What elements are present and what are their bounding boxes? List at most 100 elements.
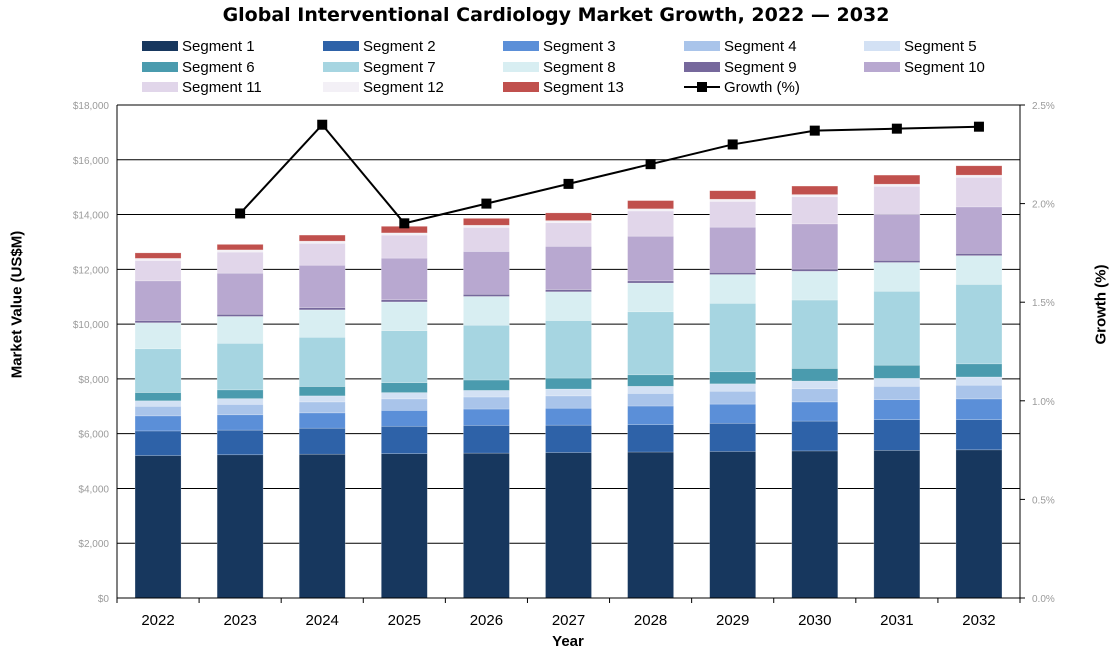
bar-segment-13-2029: [709, 190, 756, 200]
bar-segment-12-2028: [627, 208, 674, 212]
bar-segment-5-2032: [955, 376, 1003, 386]
bar-segment-2-2023: [216, 429, 264, 456]
bar-segment-11-2032: [955, 177, 1003, 208]
legend-label: Segment 11: [182, 79, 262, 96]
bar-segment-4-2026: [463, 396, 510, 410]
y2-tick-label: 0.0%: [1032, 594, 1055, 605]
bar-segment-5-2027: [545, 388, 592, 397]
chart-title: Global Interventional Cardiology Market …: [222, 4, 890, 26]
growth-marker: [891, 123, 902, 134]
bar-segment-1-2024: [298, 453, 346, 599]
y-tick-label: $14,000: [73, 211, 110, 222]
y-axis-title: Market Value (US$M): [8, 230, 26, 379]
x-tick-label: 2031: [880, 612, 913, 629]
bar-segment-4-2028: [627, 393, 674, 407]
bar-segment-8-2022: [134, 322, 182, 350]
bar-segment-3-2030: [791, 401, 839, 422]
y-tick-label: $4,000: [78, 484, 109, 495]
growth-marker: [809, 125, 820, 136]
bar-segment-4-2029: [709, 390, 756, 405]
bar-segment-6-2022: [134, 392, 182, 402]
bar-segment-8-2032: [955, 255, 1003, 285]
bar-segment-13-2022: [134, 252, 182, 259]
bar-segment-5-2023: [216, 398, 264, 405]
bar-segment-5-2029: [709, 383, 756, 392]
legend-swatch: [142, 41, 178, 52]
bar-segment-4-2030: [791, 388, 839, 403]
bar-segment-12-2027: [545, 220, 592, 224]
legend-swatch: [503, 61, 539, 72]
bar-segment-11-2028: [627, 210, 674, 237]
legend-item: Segment 5: [864, 37, 977, 57]
bar-segment-1-2030: [791, 450, 839, 599]
legend-swatch: [503, 41, 539, 52]
bar-segment-13-2026: [463, 218, 510, 226]
legend-item: Growth (%): [684, 78, 800, 98]
bar-segment-13-2024: [298, 234, 346, 242]
bar-segment-4-2025: [381, 398, 428, 411]
bar-segment-7-2029: [709, 302, 756, 373]
bar-segment-3-2024: [298, 412, 346, 429]
bar-segment-8-2030: [791, 270, 839, 301]
legend-item: Segment 12: [323, 78, 444, 98]
bar-segment-11-2023: [216, 251, 264, 274]
legend-label: Segment 6: [182, 58, 255, 76]
bar-segment-12-2024: [298, 240, 346, 244]
legend-swatch: [503, 82, 539, 93]
bar-segment-7-2030: [791, 299, 839, 369]
bar-segment-6-2032: [955, 363, 1003, 378]
bar-segment-6-2024: [298, 386, 346, 397]
bar-segment-5-2031: [873, 378, 921, 387]
bar-segment-2-2022: [134, 430, 182, 456]
legend-item: Segment 10: [864, 58, 985, 78]
bar-segment-6-2028: [627, 374, 674, 387]
x-tick-label: 2025: [388, 612, 421, 629]
y2-tick-label: 2.0%: [1032, 200, 1055, 211]
x-axis-title: Year: [552, 633, 584, 650]
y-tick-label: $6,000: [78, 430, 109, 441]
growth-marker: [727, 139, 738, 150]
bar-segment-13-2027: [545, 212, 592, 221]
y-tick-label: $16,000: [73, 156, 110, 167]
legend-label: Segment 10: [904, 58, 985, 76]
bar-segment-1-2026: [463, 452, 510, 599]
bar-segment-10-2022: [134, 280, 182, 321]
bar-segment-3-2023: [216, 414, 264, 431]
bar-segment-7-2024: [298, 336, 346, 387]
bar-segment-5-2024: [298, 395, 346, 403]
y2-axis-title: Growth (%): [1092, 264, 1110, 345]
x-tick-label: 2029: [716, 612, 749, 629]
legend-item: Segment 6: [142, 58, 255, 78]
y-tick-label: $18,000: [73, 101, 110, 112]
x-tick-label: 2032: [962, 612, 995, 629]
bar-segment-2-2030: [791, 420, 839, 452]
bar-segment-9-2032: [955, 253, 1003, 256]
bar-segment-6-2023: [216, 389, 264, 399]
bar-segment-10-2030: [791, 223, 839, 270]
bar-segment-3-2028: [627, 405, 674, 425]
legend-label: Segment 9: [724, 58, 797, 76]
bar-segment-10-2024: [298, 264, 346, 308]
bar-segment-6-2029: [709, 371, 756, 385]
legend-swatch: [864, 41, 900, 52]
legend: Segment 1 Segment 2 Segment 3 Segment 4 Segm…: [142, 37, 1042, 99]
legend-item: Segment 11: [142, 78, 262, 98]
legend-item: Segment 1: [142, 37, 255, 57]
bar-segment-11-2026: [463, 227, 510, 252]
bar-segment-9-2029: [709, 272, 756, 275]
legend-label: Growth (%): [724, 79, 800, 96]
x-tick-label: 2027: [552, 612, 585, 629]
bar-segment-9-2022: [134, 320, 182, 324]
bar-segment-9-2028: [627, 280, 674, 284]
bar-segment-4-2027: [545, 395, 592, 409]
legend-item: Segment 7: [323, 58, 436, 78]
legend-label: Segment 5: [904, 38, 977, 55]
y2-tick-label: 2.5%: [1032, 101, 1055, 112]
bar-segment-1-2031: [873, 450, 921, 599]
y-tick-label: $2,000: [78, 539, 109, 550]
bar-segment-8-2024: [298, 309, 346, 338]
bar-segment-12-2025: [381, 232, 428, 236]
growth-marker: [481, 198, 492, 209]
bar-segment-10-2032: [955, 206, 1003, 254]
y2-tick-label: 1.5%: [1032, 298, 1055, 309]
